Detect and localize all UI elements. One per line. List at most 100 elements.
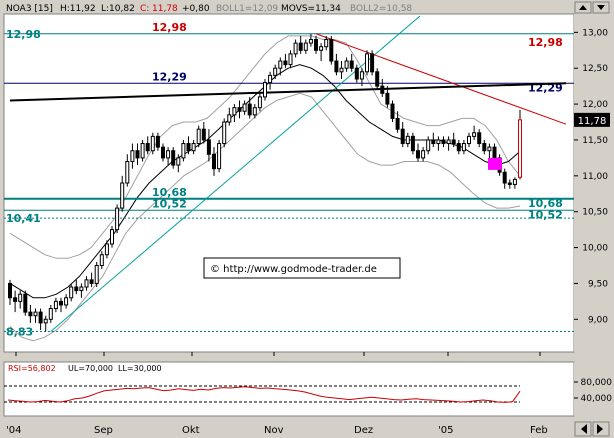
candle: [166, 147, 171, 166]
watermark-text: © http://www.godmode-trader.de: [210, 264, 377, 275]
candle-body: [467, 135, 471, 145]
candle: [120, 175, 125, 212]
candle: [79, 283, 84, 298]
candle: [502, 168, 507, 189]
candle-body: [329, 39, 334, 62]
candle-body: [28, 311, 33, 317]
candle: [349, 53, 354, 72]
candle: [390, 100, 395, 123]
x-tick-label: '05: [438, 425, 453, 436]
candle-body: [273, 67, 278, 76]
candle: [242, 100, 247, 115]
candle: [456, 139, 461, 155]
candle-body: [120, 182, 125, 209]
candle: [405, 132, 410, 148]
candle-body: [176, 157, 181, 166]
scroll-up-button[interactable]: [574, 1, 592, 14]
candle-body: [13, 297, 18, 302]
candle: [33, 308, 38, 323]
candle: [247, 96, 252, 119]
candle-body: [502, 171, 507, 184]
candle: [416, 143, 420, 162]
level-mid-label: 10,52: [152, 197, 187, 210]
header-boll1: BOLL1=12,09: [216, 4, 278, 14]
candle: [206, 129, 211, 162]
candle: [237, 100, 242, 119]
candle-body: [74, 286, 79, 292]
candle: [94, 261, 99, 288]
candle: [380, 78, 385, 97]
candle-body: [181, 143, 186, 159]
candle-body: [268, 74, 273, 84]
scroll-down-button[interactable]: [592, 1, 610, 14]
candle: [135, 143, 140, 166]
level-mid-label: 12,98: [152, 21, 187, 34]
candle: [196, 125, 201, 148]
header-change: +0,80: [182, 4, 210, 14]
candle-body: [263, 82, 267, 98]
candle: [293, 39, 298, 58]
candle-body: [252, 107, 257, 116]
candle-body: [69, 286, 74, 299]
candle: [212, 147, 216, 176]
candle: [84, 276, 89, 291]
candle: [115, 204, 120, 234]
candle-body: [283, 60, 288, 66]
watermark: © http://www.godmode-trader.de: [203, 257, 401, 279]
candle-body: [405, 135, 410, 145]
header-close: 11,78: [152, 4, 178, 14]
candle: [252, 104, 257, 119]
candle: [150, 132, 155, 155]
horizontal-resistance: [9, 82, 567, 102]
level-right-label: 10,52: [528, 208, 563, 221]
y-tick-label: 10,50: [582, 208, 608, 218]
price-panel-bg: [3, 13, 575, 353]
candle: [283, 53, 288, 69]
x-tick-label: Feb: [530, 425, 548, 436]
candle: [130, 143, 135, 169]
candle-body: [155, 135, 160, 148]
candle-body: [237, 107, 242, 112]
candle: [426, 136, 431, 155]
candle-body: [23, 293, 28, 313]
candle-body: [370, 53, 375, 73]
candle: [53, 297, 58, 313]
candle-body: [18, 293, 23, 302]
candle: [28, 304, 33, 323]
candle-body: [145, 143, 150, 152]
candle-body: [441, 139, 446, 145]
price-chart: 12,9812,9812,9812,2912,2910,6810,6810,52…: [4, 15, 610, 342]
candle: [507, 179, 512, 189]
candle-body: [38, 311, 43, 324]
candle-body: [319, 46, 324, 51]
candle: [8, 279, 12, 305]
candle-body: [324, 39, 329, 48]
candle: [487, 143, 492, 158]
candle-body: [89, 279, 94, 284]
candle: [421, 147, 426, 162]
candle-body: [43, 318, 48, 324]
candle: [329, 35, 334, 65]
candle-body: [293, 42, 298, 55]
candle-body: [257, 96, 262, 109]
candle: [38, 308, 43, 331]
scroll-left-button[interactable]: [574, 421, 592, 437]
candle-body: [59, 300, 63, 306]
candle: [365, 50, 369, 76]
scroll-right-button[interactable]: [592, 421, 610, 437]
candle-body: [196, 128, 201, 145]
candle-body: [104, 243, 109, 256]
candle-body: [349, 60, 354, 69]
candle: [314, 35, 318, 54]
rsi-panel-bg: [3, 361, 575, 417]
rsi-axis-panel: [574, 362, 612, 416]
candle: [273, 64, 278, 79]
candle-body: [380, 85, 385, 94]
candle: [303, 39, 308, 54]
x-tick-label: Sep: [94, 425, 113, 436]
candle: [18, 290, 23, 309]
candle: [110, 226, 114, 248]
candle: [222, 118, 227, 148]
candle-body: [492, 146, 497, 159]
candle-body: [186, 143, 191, 152]
